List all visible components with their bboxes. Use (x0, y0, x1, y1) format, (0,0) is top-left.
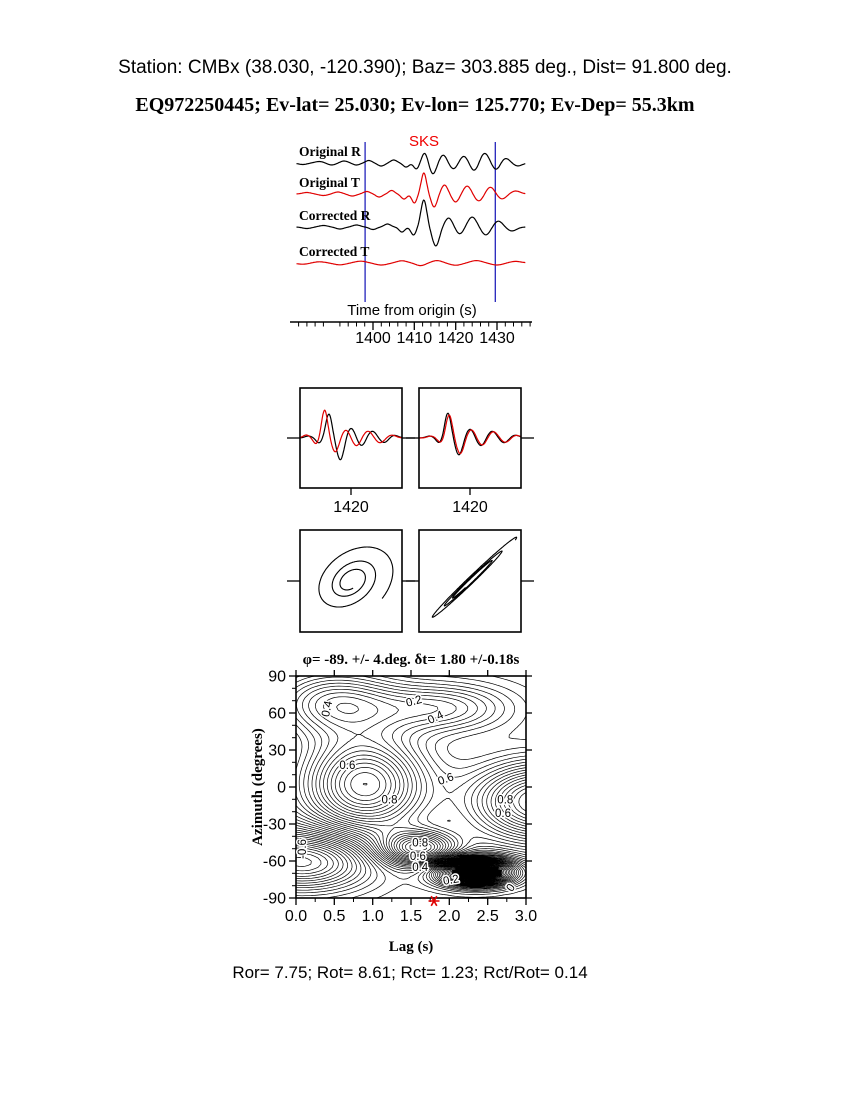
seismogram-panel: Original R Original T Corrected R Correc… (290, 133, 532, 347)
window-box-ticks (287, 437, 534, 495)
window-tick-label-original: 1420 (333, 499, 369, 516)
windowed-pair (300, 409, 402, 453)
trace-label-corrected-r: Corrected R (299, 208, 371, 223)
windowed-waveform-panels: 1420 1420 (287, 387, 534, 516)
azimuth-tick-label: 90 (268, 669, 286, 686)
trace-lines (296, 152, 526, 267)
contour-value-label: -0.6 (297, 839, 309, 859)
particle-motion-group (431, 536, 518, 618)
contour-value-label: 0.6 (410, 851, 426, 863)
time-tick-label: 1410 (397, 330, 433, 347)
particle-motion-group (318, 546, 394, 608)
particle-motion-curve (318, 546, 394, 608)
lag-tick-label: 2.5 (477, 908, 499, 925)
contour-title: φ= -89. +/- 4.deg. δt= 1.80 +/-0.18s (303, 652, 520, 668)
azimuth-tick-label: -90 (263, 891, 286, 908)
windowed-pair (419, 412, 521, 456)
particle-motion-panels (287, 529, 534, 633)
sks-phase-label: SKS (409, 133, 439, 150)
azimuth-axis-label: Azimuth (degrees) (250, 728, 266, 846)
azimuth-tick-label: 30 (268, 743, 286, 760)
windowed-trace (300, 409, 402, 453)
contour-line-set (296, 676, 526, 898)
time-tick-label: 1430 (479, 330, 515, 347)
windowed-trace (419, 412, 521, 456)
particle-motion-curve (431, 536, 518, 618)
contour-value-label: 0.4 (320, 699, 335, 718)
lag-tick-label: 1.0 (362, 908, 384, 925)
contour-value-label: 0.8 (497, 794, 513, 806)
time-axis-title: Time from origin (s) (347, 302, 476, 319)
trace-label-corrected-t: Corrected T (299, 244, 369, 259)
seismogram-trace (296, 199, 526, 247)
lag-tick-label: 2.0 (438, 908, 460, 925)
contour-value-label: 0.4 (412, 862, 429, 874)
seismogram-trace (296, 152, 526, 175)
contour-value-label: 0.2 (442, 873, 460, 888)
best-lag-asterisk (428, 895, 440, 907)
contour-value-label: 0.2 (405, 694, 424, 710)
lag-tick-label: 0.0 (285, 908, 307, 925)
time-tick-label: 1420 (438, 330, 474, 347)
azimuth-tick-label: -60 (263, 854, 286, 871)
lag-axis-label: Lag (s) (389, 939, 434, 955)
lag-tick-label: 0.5 (323, 908, 345, 925)
contour-axis-ticks: 0.0 0.5 1.0 1.5 2.0 2.5 3.0 90 60 30 0 -30 -60 -90 (263, 669, 537, 926)
stats-footer: Ror= 7.75; Rot= 8.61; Rct= 1.23; Rct/Rot… (232, 963, 587, 982)
contour-value-label: 0.8 (382, 794, 398, 806)
error-surface-panel: φ= -89. +/- 4.deg. δt= 1.80 +/-0.18s 0.0… (250, 652, 537, 955)
azimuth-tick-label: 60 (268, 706, 286, 723)
contour-value-label: 0.6 (495, 808, 511, 820)
particle-motion-box-original (299, 529, 403, 633)
lag-tick-label: 3.0 (515, 908, 537, 925)
seismogram-trace (296, 260, 526, 267)
contour-value-label: 0.6 (339, 760, 355, 772)
windowed-trace (419, 414, 521, 455)
trace-label-original-r: Original R (299, 144, 361, 159)
station-title: Station: CMBx (38.030, -120.390); Baz= 3… (118, 57, 732, 78)
window-tick-label-corrected: 1420 (452, 499, 488, 516)
time-axis-ticks: 1400 1410 1420 1430 (298, 322, 531, 347)
contour-value-label: 0.8 (412, 838, 428, 850)
azimuth-tick-label: -30 (263, 817, 286, 834)
event-title: EQ972250445; Ev-lat= 25.030; Ev-lon= 125… (135, 94, 695, 116)
best-solution-marker (428, 895, 440, 907)
contour-value-label: 0.6 (436, 771, 455, 788)
analysis-window-lines (364, 142, 496, 302)
seismogram-trace (296, 172, 526, 208)
lag-tick-label: 1.5 (400, 908, 422, 925)
contour-lines (296, 676, 526, 898)
azimuth-tick-label: 0 (277, 780, 286, 797)
windowed-pair (419, 414, 521, 455)
windowed-waveforms (300, 409, 521, 461)
particle-motion-curves (318, 536, 518, 618)
contour-value-labels: 0.4 0.20.40.60.60.8 0.80.60.80.60.40.20-0.… (296, 692, 520, 895)
time-tick-label: 1400 (355, 330, 391, 347)
trace-label-original-t: Original T (299, 175, 360, 190)
